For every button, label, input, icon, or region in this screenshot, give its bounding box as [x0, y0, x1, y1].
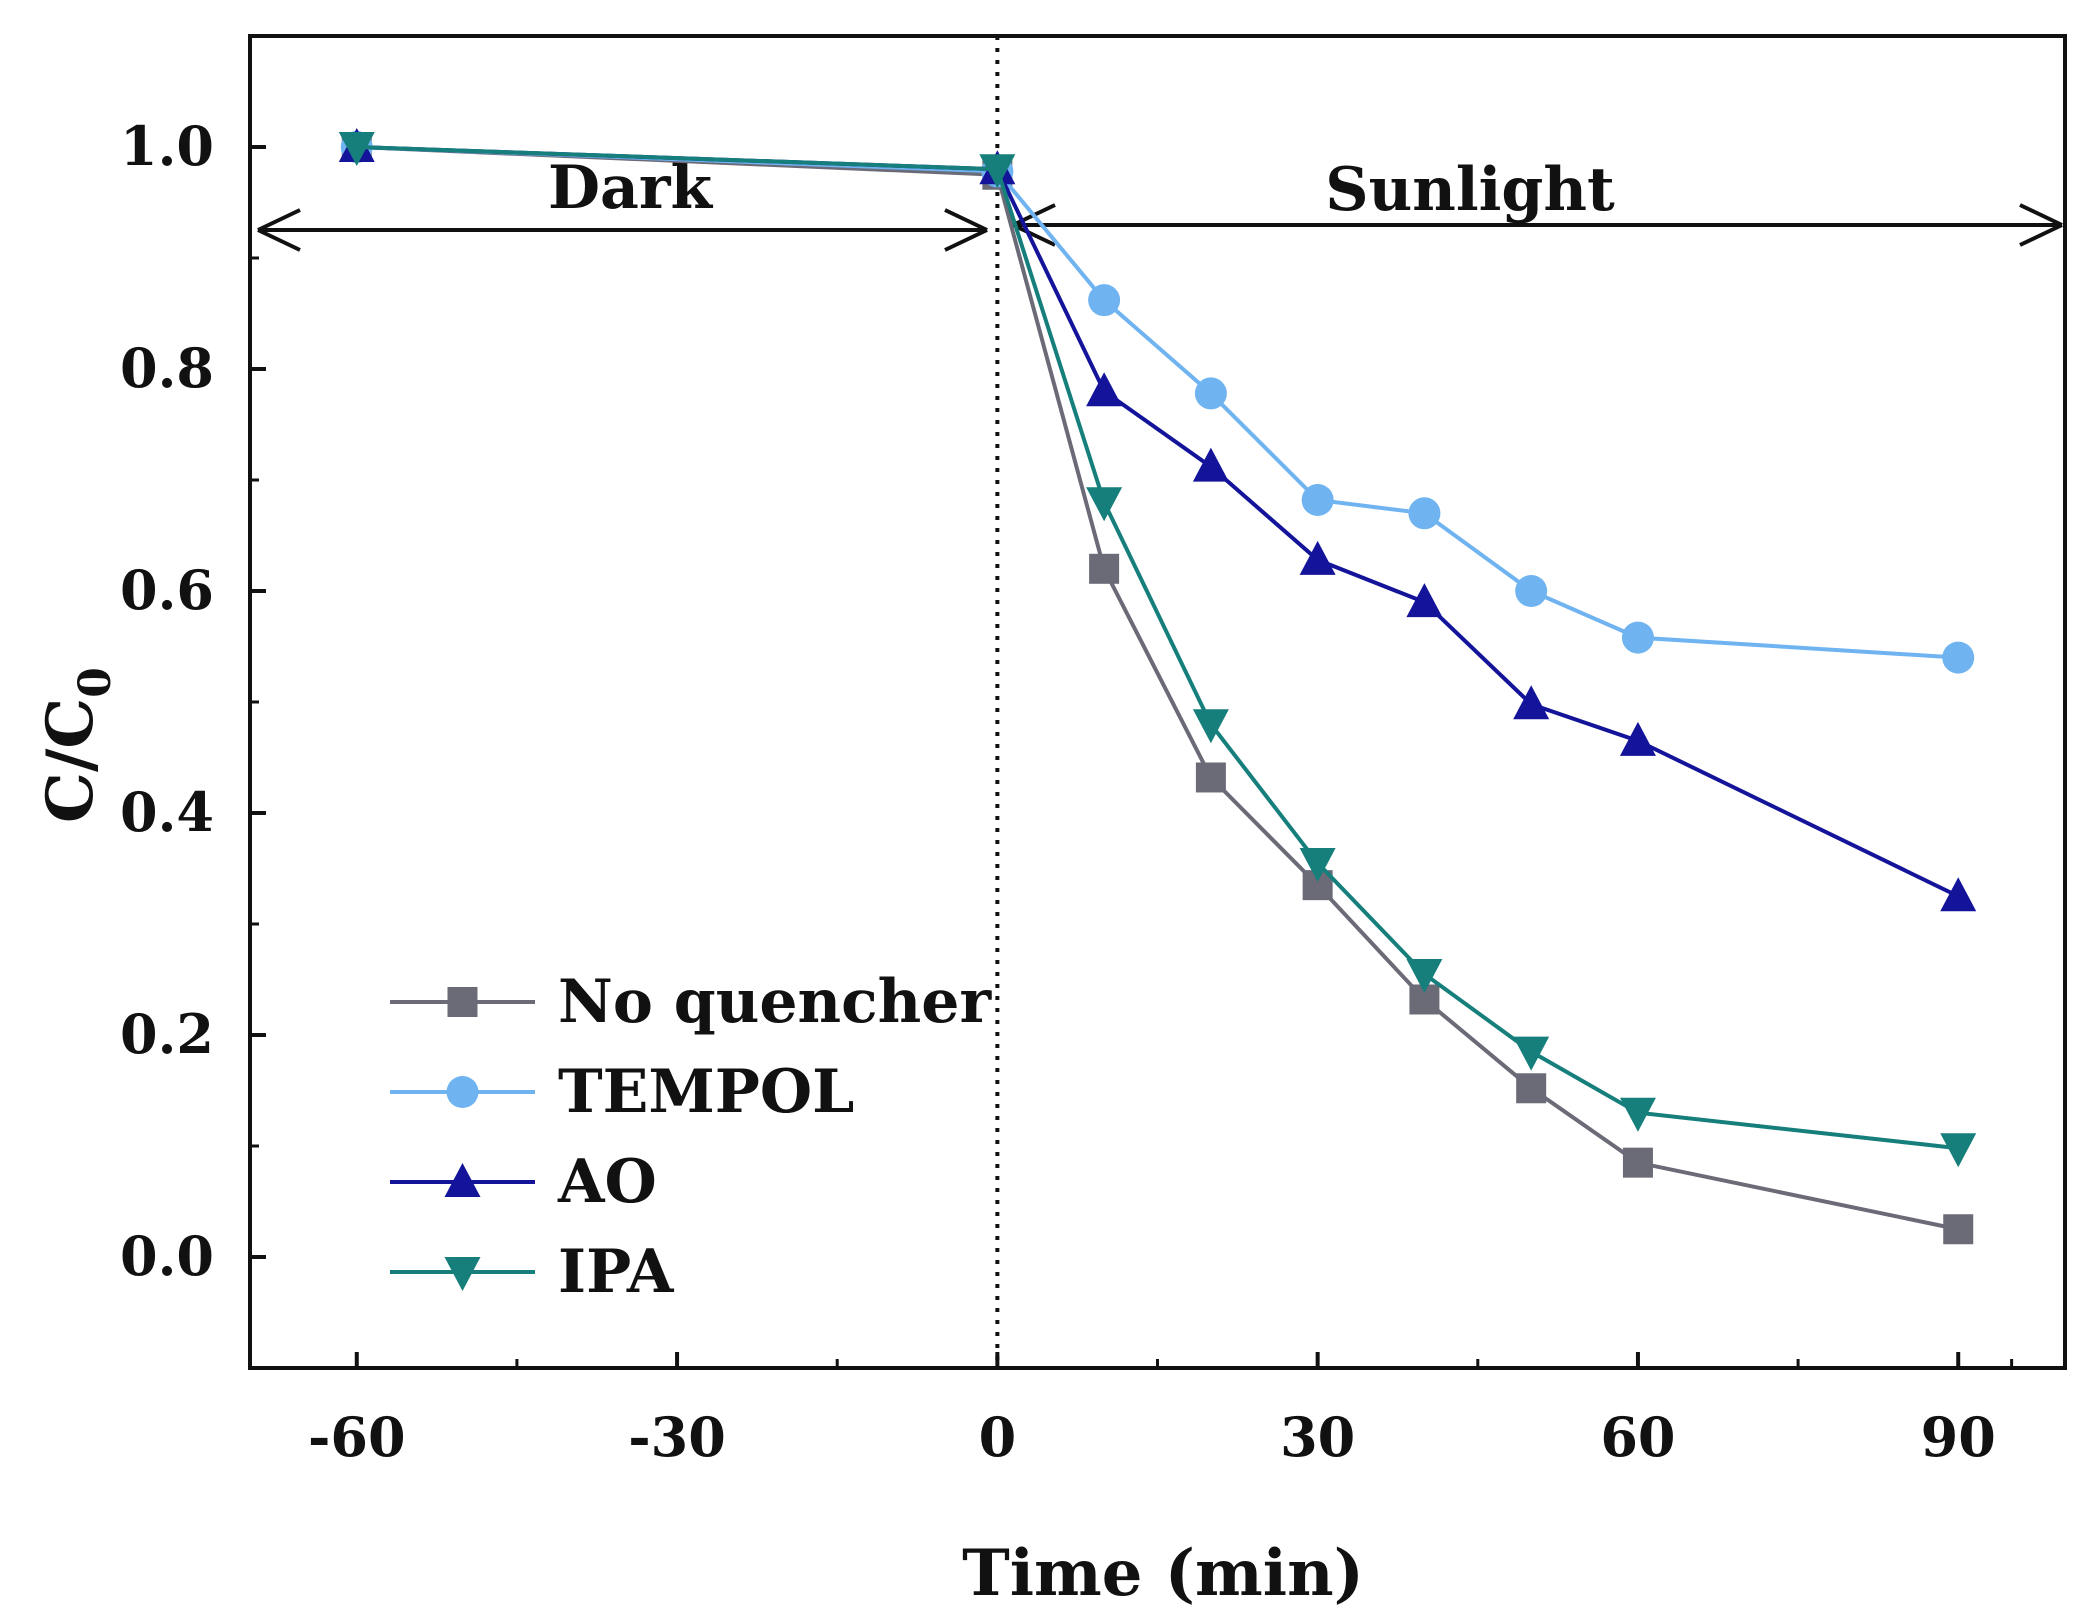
- data-point-no-quencher: [1516, 1073, 1547, 1104]
- legend-item-ao: AO: [390, 1147, 657, 1217]
- data-point-ao: [1619, 721, 1656, 756]
- y-tick-label: 0.8: [120, 336, 214, 400]
- data-point-ao: [1192, 447, 1229, 482]
- x-tick-label: 60: [1600, 1405, 1675, 1469]
- data-point-tempol: [1301, 483, 1334, 516]
- svg-text:C/C0: C/C0: [33, 667, 121, 823]
- data-point-ipa: [1619, 1097, 1656, 1132]
- x-tick-label: -60: [308, 1405, 406, 1469]
- axis-tick-labels: -60 -30 0 30 60 90 0.0 0.2 0.4 0.6 0.8 1.0: [120, 114, 1996, 1469]
- data-point-ao: [1513, 685, 1550, 720]
- data-point-no-quencher: [1089, 553, 1120, 584]
- legend-item-ipa: IPA: [390, 1237, 675, 1307]
- x-tick-label: -30: [628, 1405, 726, 1469]
- legend-marker: [446, 1076, 479, 1108]
- sunlight-label: Sunlight: [1325, 155, 1615, 225]
- y-axis-title-main: C/C: [33, 698, 108, 823]
- y-tick-label: 0.6: [120, 558, 214, 622]
- dark-arrow-left-head: [257, 208, 301, 252]
- sunlight-arrow-right-head: [2019, 203, 2063, 247]
- axis-ticks: [250, 145, 2014, 1368]
- series-ipa: [338, 132, 1977, 1168]
- data-point-ipa: [979, 154, 1016, 189]
- data-point-ipa: [338, 132, 375, 166]
- data-point-tempol: [1515, 575, 1548, 607]
- legend-label: IPA: [558, 1237, 675, 1307]
- y-tick-label: 0.4: [120, 780, 214, 844]
- data-point-no-quencher: [1622, 1147, 1653, 1178]
- data-point-ipa: [1513, 1036, 1550, 1071]
- legend-label: TEMPOL: [558, 1057, 854, 1127]
- y-axis-title: C/C0: [33, 667, 121, 823]
- x-axis-title: Time (min): [962, 1536, 1364, 1611]
- plot-frame: [248, 34, 2067, 1370]
- data-point-ipa: [1406, 958, 1443, 993]
- region-annotations: Dark Sunlight: [257, 153, 2063, 252]
- y-tick-label: 0.2: [120, 1002, 214, 1066]
- series-group: [338, 128, 1977, 1245]
- data-point-tempol: [1408, 497, 1441, 530]
- data-point-ipa: [1086, 487, 1123, 522]
- data-point-ipa: [1299, 847, 1336, 882]
- data-point-ipa: [1192, 709, 1229, 744]
- data-point-ao: [1940, 877, 1977, 912]
- data-point-ao: [1406, 583, 1443, 618]
- data-point-tempol: [1194, 377, 1227, 410]
- legend-marker: [447, 987, 478, 1017]
- data-point-no-quencher: [1943, 1214, 1974, 1245]
- legend-label: AO: [557, 1147, 657, 1217]
- legend: No quencher TEMPOL AO IPA: [390, 967, 992, 1307]
- legend-marker: [444, 1163, 481, 1197]
- legend-item-tempol: TEMPOL: [390, 1057, 854, 1127]
- y-axis-title-subscript: 0: [70, 667, 121, 698]
- x-tick-label: 90: [1921, 1405, 1996, 1469]
- data-point-tempol: [1942, 641, 1975, 674]
- series-line-ao: [356, 145, 1960, 899]
- x-tick-label: 30: [1280, 1405, 1355, 1469]
- legend-item-no-quencher: No quencher: [390, 967, 992, 1037]
- dark-arrow-right-head: [944, 208, 988, 252]
- data-point-ao: [1299, 540, 1336, 575]
- dark-label: Dark: [548, 153, 714, 223]
- legend-label: No quencher: [558, 967, 992, 1037]
- y-tick-label: 1.0: [120, 114, 214, 178]
- legend-marker: [444, 1257, 481, 1291]
- y-tick-label: 0.0: [120, 1224, 214, 1288]
- series-ao: [338, 128, 1977, 912]
- data-point-ipa: [1940, 1133, 1977, 1168]
- data-point-tempol: [1088, 284, 1121, 317]
- data-point-no-quencher: [1195, 762, 1226, 793]
- x-tick-label: 0: [979, 1405, 1017, 1469]
- data-point-ao: [1086, 372, 1123, 407]
- data-point-tempol: [1621, 621, 1654, 654]
